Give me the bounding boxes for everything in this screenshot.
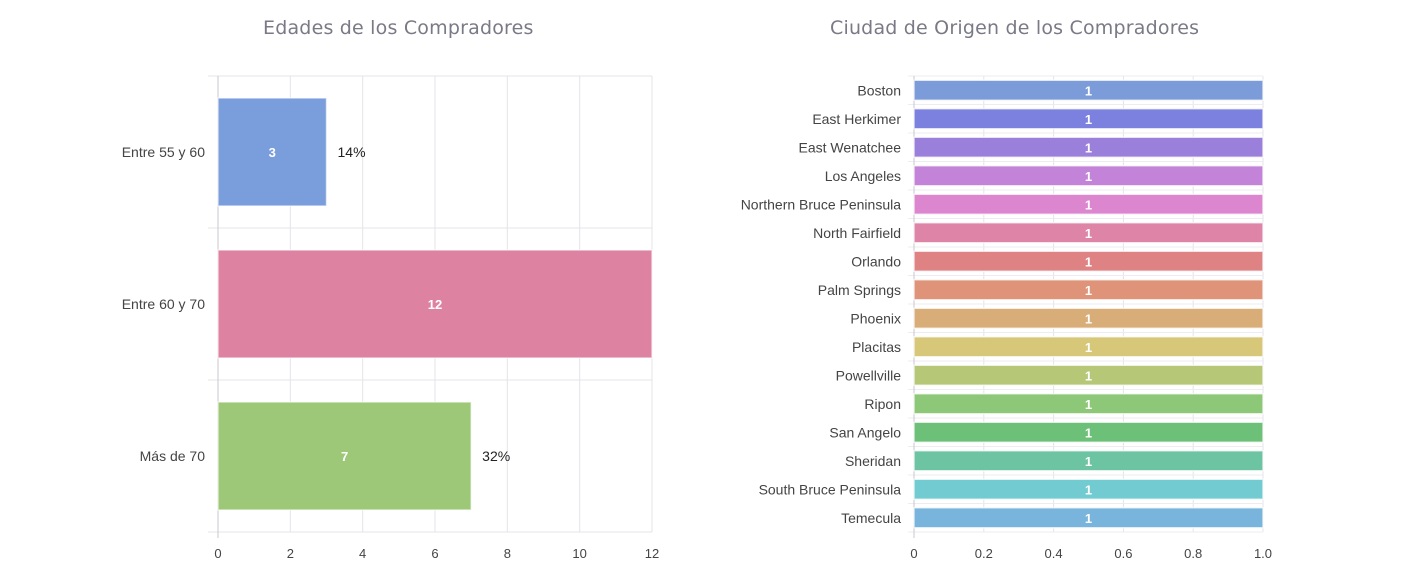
category-label: Placitas (852, 339, 901, 355)
bar-placitas (913, 336, 1264, 358)
bar-value-label: 1 (1085, 397, 1092, 412)
x-tick-label: 0 (910, 546, 917, 561)
bar-value-label: 1 (1085, 83, 1092, 98)
category-label: Palm Springs (818, 282, 901, 298)
category-label: Boston (857, 82, 901, 98)
category-label: Sheridan (845, 453, 901, 469)
bar-value-label: 1 (1085, 169, 1092, 184)
bar-value-label: 1 (1085, 425, 1092, 440)
x-tick-label: 6 (431, 546, 438, 561)
bar-south-bruce-peninsula (913, 478, 1264, 500)
bar-entre-55-y-60 (217, 97, 328, 207)
bar-value-label: 1 (1085, 454, 1092, 469)
bar-ripon (913, 393, 1264, 415)
bar-value-label: 1 (1085, 254, 1092, 269)
bar-boston (913, 79, 1264, 101)
x-tick-label: 0.8 (1184, 546, 1202, 561)
category-label: East Herkimer (812, 111, 901, 127)
x-tick-label: 0 (214, 546, 221, 561)
x-tick-label: 0.4 (1045, 546, 1063, 561)
bar-value-label: 1 (1085, 226, 1092, 241)
bar-san-angelo (913, 421, 1264, 443)
bar-entre-60-y-70 (217, 249, 653, 359)
bar-value-label: 3 (269, 145, 276, 160)
x-tick-label: 2 (287, 546, 294, 561)
bar-value-label: 1 (1085, 197, 1092, 212)
bar-powellville (913, 364, 1264, 386)
category-label: South Bruce Peninsula (759, 481, 902, 497)
bar-value-label: 1 (1085, 311, 1092, 326)
bar-value-label: 1 (1085, 112, 1092, 127)
category-label: Orlando (851, 253, 901, 269)
bar-northern-bruce-peninsula (913, 193, 1264, 215)
bar-temecula (913, 507, 1264, 529)
category-label: North Fairfield (813, 225, 901, 241)
x-tick-label: 0.6 (1114, 546, 1132, 561)
bar-east-wenatchee (913, 136, 1264, 158)
bar-value-label: 1 (1085, 283, 1092, 298)
category-label: San Angelo (829, 424, 901, 440)
x-tick-label: 0.2 (975, 546, 993, 561)
bar-value-label: 1 (1085, 368, 1092, 383)
bar-value-label: 1 (1085, 340, 1092, 355)
chart-title-edades: Edades de los Compradores (263, 17, 534, 39)
category-label: Phoenix (850, 310, 901, 326)
x-tick-label: 12 (645, 546, 659, 561)
category-label: Los Angeles (825, 168, 901, 184)
category-label: Temecula (841, 510, 901, 526)
bar-north-fairfield (913, 222, 1264, 244)
category-label: Powellville (836, 367, 902, 383)
bar-phoenix (913, 307, 1264, 329)
x-tick-label: 8 (504, 546, 511, 561)
bar-value-label: 1 (1085, 140, 1092, 155)
category-label: Entre 60 y 70 (122, 296, 205, 312)
category-label: Northern Bruce Peninsula (741, 196, 902, 212)
bar-percent-label: 32% (482, 448, 510, 464)
bar-los-angeles (913, 165, 1264, 187)
bar-value-label: 1 (1085, 482, 1092, 497)
x-tick-label: 1.0 (1254, 546, 1272, 561)
bar-mas-de-70 (217, 401, 472, 511)
bar-value-label: 7 (341, 449, 348, 464)
x-tick-label: 4 (359, 546, 366, 561)
x-tick-label: 10 (572, 546, 586, 561)
bar-value-label: 1 (1085, 511, 1092, 526)
bar-sheridan (913, 450, 1264, 472)
category-label: Entre 55 y 60 (122, 144, 205, 160)
bar-percent-label: 14% (338, 144, 366, 160)
category-label: Más de 70 (140, 448, 206, 464)
bar-palm-springs (913, 279, 1264, 301)
bar-east-herkimer (913, 108, 1264, 130)
category-label: East Wenatchee (799, 139, 902, 155)
chart-title-ciudad: Ciudad de Origen de los Compradores (830, 17, 1200, 39)
category-label: Ripon (864, 396, 901, 412)
bar-orlando (913, 250, 1264, 272)
bar-value-label: 12 (428, 297, 442, 312)
